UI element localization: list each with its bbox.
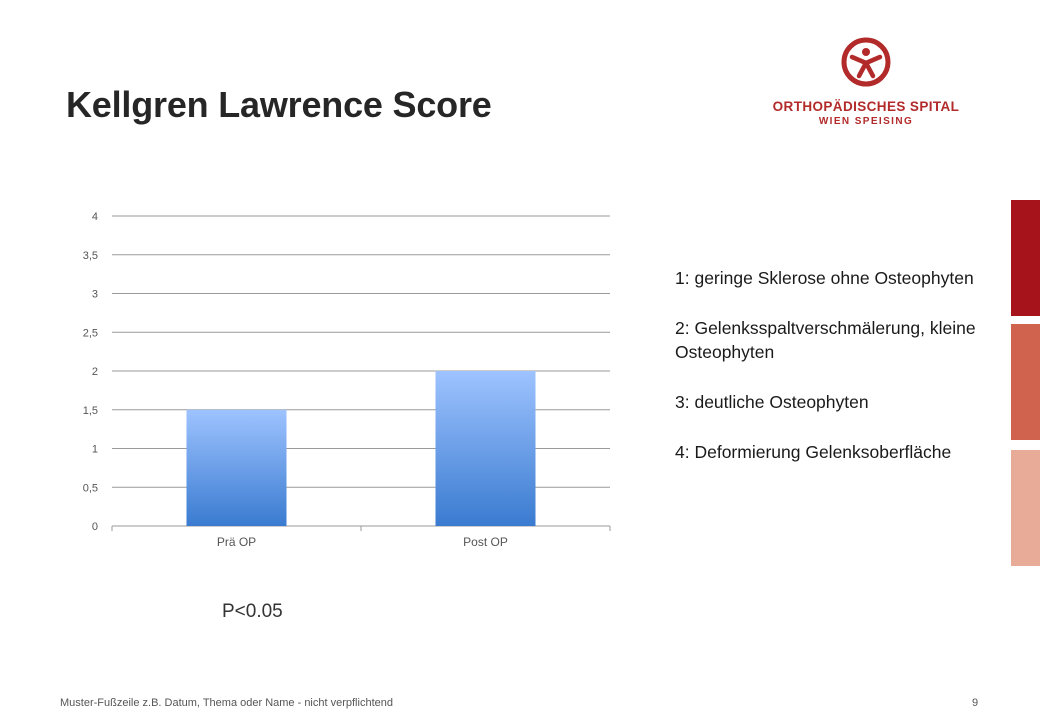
side-stripe-mid	[1011, 324, 1040, 440]
logo-name: ORTHOPÄDISCHES SPITAL	[772, 99, 960, 114]
x-category-label: Post OP	[463, 535, 508, 549]
hospital-logo: ORTHOPÄDISCHES SPITAL WIEN SPEISING	[760, 36, 972, 132]
footer-text: Muster-Fußzeile z.B. Datum, Thema oder N…	[60, 697, 393, 709]
legend-item-2: 2: Gelenksspaltverschmälerung, kleine Os…	[675, 318, 976, 362]
bar-post-op	[435, 371, 536, 526]
y-tick-label: 1,5	[83, 405, 98, 417]
bar-chart: 0 0,5 1 1,5 2 2,5 3 3,5 4 Prä OP Post OP	[83, 211, 611, 549]
legend-item-4: 4: Deformierung Gelenksoberfläche	[675, 442, 952, 462]
page-number: 9	[972, 697, 979, 709]
y-tick-label: 3,5	[83, 250, 98, 262]
x-axis-labels: Prä OP Post OP	[217, 535, 508, 549]
legend-item-3: 3: deutliche Osteophyten	[675, 392, 869, 412]
bar-pre-op	[186, 409, 287, 526]
side-stripe-dark	[1011, 200, 1040, 316]
y-tick-label: 1	[92, 444, 98, 456]
y-axis-ticks: 0 0,5 1 1,5 2 2,5 3 3,5 4	[83, 211, 98, 533]
y-tick-label: 0,5	[83, 482, 98, 494]
y-tick-label: 3	[92, 289, 98, 301]
y-tick-label: 2,5	[83, 327, 98, 339]
logo-subtitle: WIEN SPEISING	[818, 116, 914, 127]
slide-title: Kellgren Lawrence Score	[66, 84, 492, 125]
side-stripe-light	[1011, 450, 1040, 566]
score-legend: 1: geringe Sklerose ohne Osteophyten 2: …	[675, 266, 995, 464]
x-category-label: Prä OP	[217, 535, 256, 549]
p-value-label: P<0.05	[222, 601, 283, 622]
logo-emblem-icon	[841, 37, 891, 87]
legend-item-1: 1: geringe Sklerose ohne Osteophyten	[675, 268, 974, 288]
y-tick-label: 2	[92, 366, 98, 378]
y-tick-label: 0	[92, 521, 98, 533]
chart-bars	[186, 371, 536, 526]
y-tick-label: 4	[92, 211, 98, 223]
